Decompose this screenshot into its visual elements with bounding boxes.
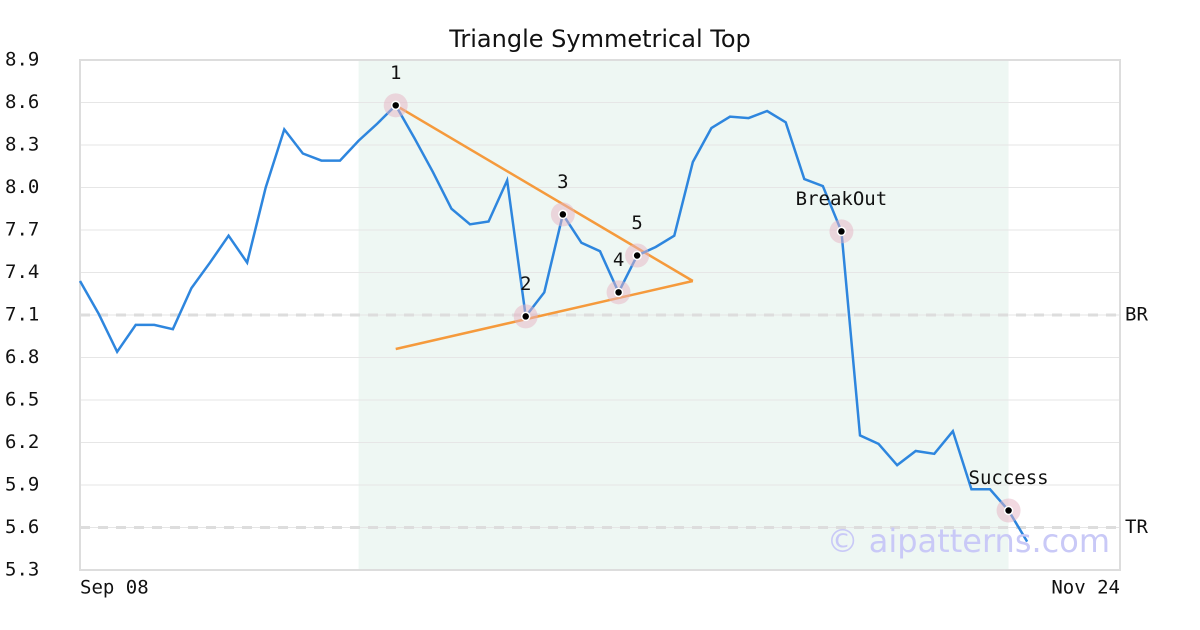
x-tick-label: Sep 08 (80, 577, 149, 599)
watermark: © aipatterns.com (827, 522, 1110, 560)
y-tick-label: 6.8 (5, 346, 39, 368)
point-dot (558, 209, 568, 220)
point-dot (613, 287, 624, 298)
point-label: 3 (557, 171, 568, 193)
y-tick-label: 6.2 (5, 431, 39, 453)
plot-frame (79, 59, 1121, 571)
price-line (78, 103, 1029, 543)
y-tick-label: 7.4 (5, 261, 39, 283)
y-tick-label: 5.6 (5, 516, 39, 538)
point-dot (390, 100, 401, 111)
point-label: 5 (631, 212, 642, 234)
point-label: 4 (613, 249, 624, 271)
x-tick-label: Nov 24 (1051, 577, 1120, 599)
point-label: BreakOut (796, 188, 888, 210)
point-dot (520, 311, 531, 322)
level-label: TR (1125, 516, 1148, 538)
point-label: 1 (390, 62, 401, 84)
chart-title: Triangle Symmetrical Top (448, 25, 751, 53)
point-dot (1003, 505, 1014, 516)
y-tick-label: 5.3 (5, 559, 39, 581)
y-tick-label: 7.7 (5, 219, 39, 241)
level-label: BR (1125, 304, 1148, 326)
y-tick-label: 7.1 (5, 304, 39, 326)
y-tick-label: 8.0 (5, 176, 39, 198)
y-tick-label: 5.9 (5, 474, 39, 496)
y-tick-label: 6.5 (5, 389, 39, 411)
point-label: 2 (520, 273, 531, 295)
y-tick-label: 8.9 (5, 49, 39, 71)
point-dot (632, 250, 642, 261)
y-tick-label: 8.6 (5, 91, 39, 113)
point-dot (836, 226, 847, 237)
point-label: Success (969, 467, 1049, 489)
y-tick-label: 8.3 (5, 134, 39, 156)
trendline (395, 279, 694, 351)
